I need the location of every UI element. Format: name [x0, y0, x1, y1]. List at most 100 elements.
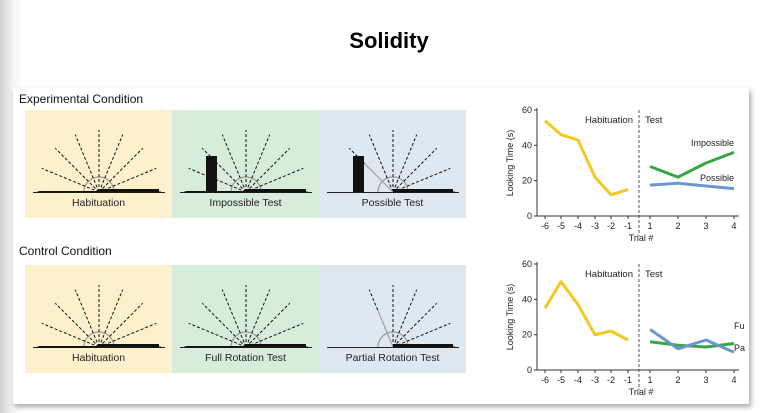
y-axis-label: Looking Time (s)	[505, 284, 515, 351]
screen-stop-line	[364, 163, 394, 193]
screen-position-line	[245, 167, 304, 193]
screen-flat-left	[39, 191, 99, 193]
screen-position-line	[392, 134, 418, 193]
phase-label-test: Test	[645, 115, 663, 126]
rotation-arc	[83, 331, 115, 348]
control-looking-time-chart: 0 20 40 60 -6 -5 -4 -3 -2 -1 1 2 3 4 Looking Time (s) T…	[505, 259, 745, 397]
screen-position-line	[98, 289, 124, 348]
scene-illustration	[327, 285, 459, 348]
x-tick-label: -1	[624, 221, 632, 231]
screen-position-line	[221, 134, 247, 193]
scene-caption: Impossible Test	[209, 197, 282, 209]
screen-position-line	[221, 289, 247, 348]
screen-position-line	[245, 302, 291, 348]
x-tick-label: -6	[541, 221, 549, 231]
series-label-impossible: Impossible	[691, 138, 734, 148]
y-tick-label: 0	[527, 365, 532, 375]
scene-caption: Partial Rotation Test	[345, 352, 440, 364]
scene-caption: Full Rotation Test	[205, 352, 286, 364]
screen-position-line	[188, 167, 247, 193]
series-label-possible: Possible	[700, 173, 734, 183]
rotation-arc	[377, 176, 409, 193]
screen-flat	[246, 344, 306, 348]
series-line-partial	[649, 328, 735, 354]
control-condition-label: Control Condition	[19, 244, 112, 258]
scene-illustration	[327, 130, 459, 193]
screen-position-line	[201, 302, 247, 348]
x-tick-label: -2	[607, 221, 615, 231]
scene-illustration	[180, 130, 312, 193]
x-tick-label: 2	[675, 375, 680, 385]
scene-exp-habituation: Habituation	[25, 110, 172, 218]
y-tick-label: 0	[527, 211, 532, 221]
screen-position-line	[188, 322, 247, 348]
y-tick-label: 40	[522, 140, 532, 150]
screen-flat	[393, 189, 453, 193]
scene-illustration	[33, 130, 165, 193]
x-tick-label: -5	[557, 221, 565, 231]
scene-ctrl-full-rotation-test: Full Rotation Test	[172, 265, 319, 373]
scene-ctrl-habituation: Habituation	[25, 265, 172, 373]
x-tick-label: -5	[557, 375, 565, 385]
screen-position-line	[98, 147, 144, 193]
experimental-condition-label: Experimental Condition	[19, 92, 144, 106]
screen-position-line	[245, 322, 304, 348]
rotation-arc	[230, 331, 262, 348]
y-tick-label: 60	[522, 105, 532, 115]
screen-position-line	[98, 302, 144, 348]
screen-position-line	[54, 302, 100, 348]
experimental-looking-time-chart: 0 20 40 60 -6 -5 -4 -3 -2 -1 1 2 3 4 Looking Time (s) T…	[505, 105, 739, 243]
x-tick-label: 3	[703, 375, 708, 385]
x-tick-label: -4	[574, 375, 582, 385]
y-tick-label: 20	[522, 176, 532, 186]
series-label-full: Full	[734, 321, 745, 331]
scene-exp-possible-test: Possible Test	[319, 110, 466, 218]
screen-flat-left	[39, 346, 99, 348]
screen-position-line	[392, 322, 451, 348]
screen-flat-left	[186, 346, 246, 348]
screen-flat	[393, 344, 453, 348]
phase-label-habituation: Habituation	[585, 269, 633, 280]
series-label-partial: Partial	[734, 343, 745, 353]
screen-position-line	[54, 147, 100, 193]
habituation-series-line	[543, 280, 629, 342]
screen-flat	[246, 189, 306, 193]
screen-position-line	[98, 167, 157, 193]
habituation-series-line	[544, 119, 629, 197]
y-tick-label: 60	[522, 259, 532, 269]
scene-illustration	[180, 285, 312, 348]
x-tick-label: 4	[731, 221, 736, 231]
x-tick-label: 4	[731, 375, 736, 385]
scene-illustration	[33, 285, 165, 348]
x-tick-label: -3	[591, 375, 599, 385]
rotation-arc	[230, 176, 262, 193]
series-line-possible	[649, 181, 735, 191]
x-tick-label: -4	[574, 221, 582, 231]
phase-label-habituation: Habituation	[585, 115, 633, 126]
figure-panel: Experimental Condition Habituation Impos…	[13, 88, 749, 404]
screen-stop-line	[377, 309, 394, 348]
screen-position-line	[392, 289, 418, 348]
screen-position-line	[98, 322, 157, 348]
screen-flat	[99, 344, 159, 348]
screen-position-line	[41, 322, 100, 348]
screen-position-line	[201, 147, 247, 193]
scene-ctrl-partial-rotation-test: Partial Rotation Test	[319, 265, 466, 373]
rotation-arc	[377, 331, 409, 348]
x-tick-label: 1	[647, 375, 652, 385]
solid-box	[206, 156, 217, 192]
x-tick-label: 2	[675, 221, 680, 231]
screen-position-line	[392, 302, 438, 348]
screen-position-line	[74, 289, 100, 348]
x-tick-label: -3	[591, 221, 599, 231]
slide-title: Solidity	[349, 28, 429, 53]
screen-position-line	[74, 134, 100, 193]
screen-position-line	[41, 167, 100, 193]
solid-box	[353, 156, 364, 192]
y-tick-label: 40	[522, 294, 532, 304]
screen-position-line	[368, 134, 394, 193]
x-tick-label: -1	[624, 375, 632, 385]
x-axis-label: Trial #	[629, 387, 654, 397]
screen-position-line	[245, 134, 271, 193]
x-axis-label: Trial #	[629, 233, 654, 243]
